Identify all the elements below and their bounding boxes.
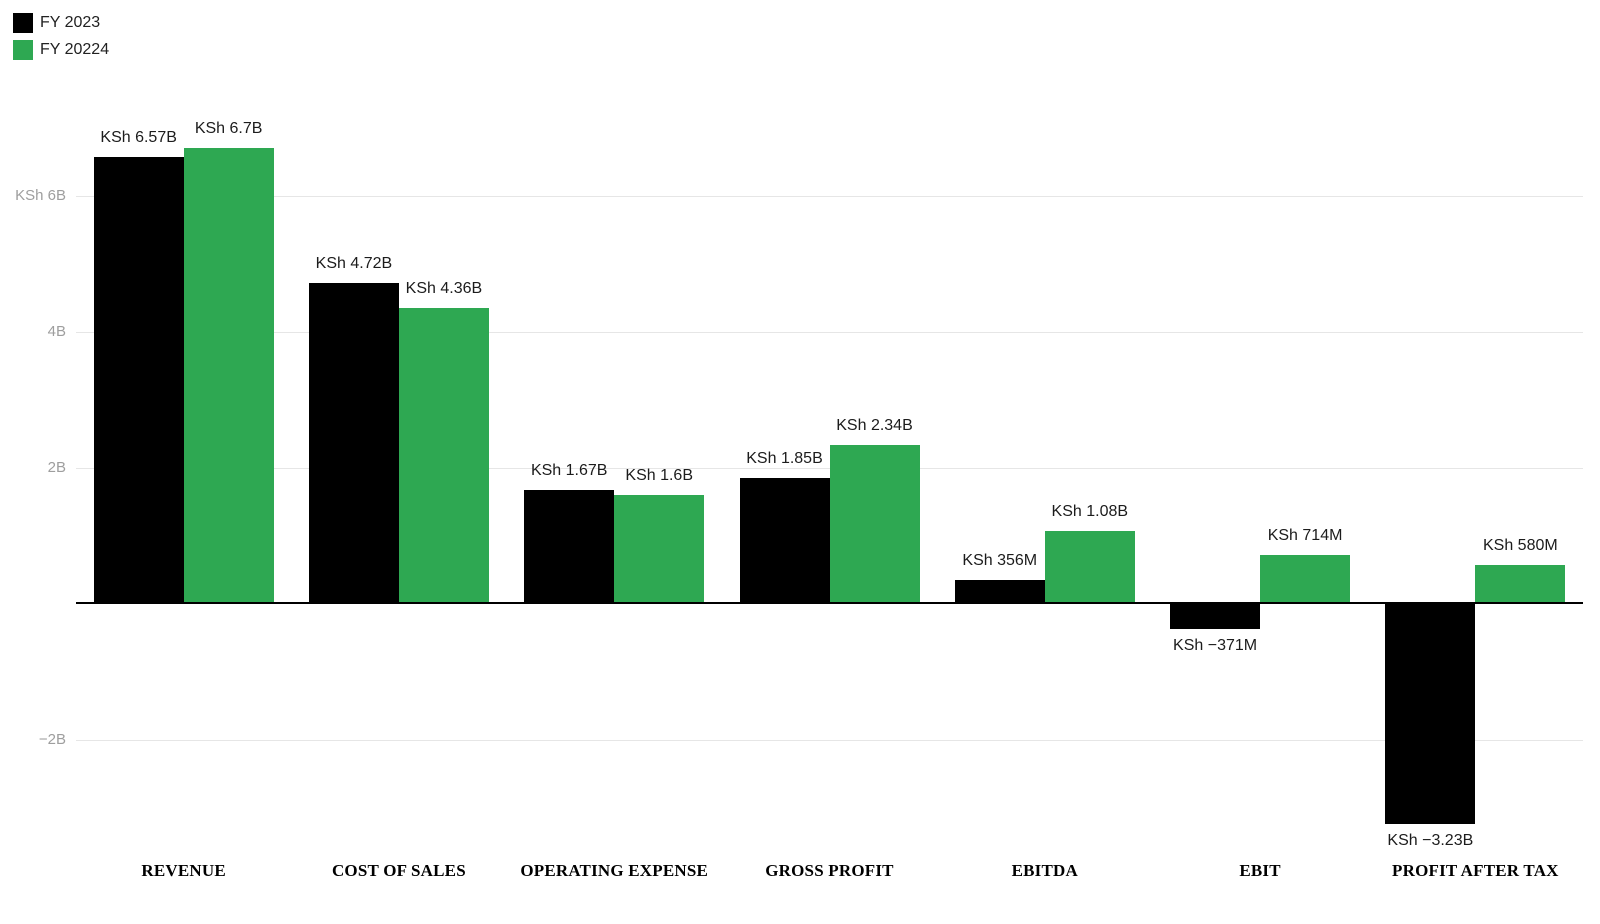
y-tick-label: KSh 6B (15, 187, 66, 204)
y-tick-label: 2B (47, 459, 66, 476)
category-label-gross-profit: GROSS PROFIT (765, 861, 894, 880)
category-label-revenue: REVENUE (141, 861, 226, 880)
category-label-cost-of-sales: COST OF SALES (331, 861, 466, 880)
value-label-operating-expense-fy-2023: KSh 1.67B (530, 462, 608, 480)
value-label-ebit-fy-20224: KSh 714M (1267, 527, 1343, 545)
legend-label: FY 20224 (40, 41, 110, 58)
bar-ebit-fy-20224 (1260, 555, 1351, 604)
value-label-cost-of-sales-fy-2023: KSh 4.72B (315, 255, 393, 273)
value-label-ebitda-fy-20224: KSh 1.08B (1051, 502, 1129, 520)
bar-profit-after-tax-fy-20224 (1475, 564, 1566, 604)
y-tick-label: 4B (47, 323, 66, 340)
legend-label: FY 2023 (40, 14, 101, 31)
bar-gross-profit-fy-20224 (829, 444, 920, 604)
gridline-2b (76, 739, 1583, 741)
value-label-profit-after-tax-fy-20224: KSh 580M (1482, 536, 1558, 554)
legend-swatch-icon (13, 40, 33, 60)
legend-swatch-icon (13, 13, 33, 33)
category-label-ebit: EBIT (1239, 861, 1281, 880)
bar-cost-of-sales-fy-20224 (398, 307, 489, 604)
value-label-gross-profit-fy-2023: KSh 1.85B (746, 450, 823, 468)
value-label-cost-of-sales-fy-20224: KSh 4.36B (405, 279, 483, 297)
bar-operating-expense-fy-2023 (524, 490, 615, 604)
bar-ebit-fy-2023 (1170, 604, 1261, 630)
legend-item-fy-2023: FY 2023 (13, 13, 109, 33)
bar-gross-profit-fy-2023 (739, 478, 830, 604)
y-tick-label: −2B (38, 731, 66, 748)
bar-revenue-fy-2023 (93, 157, 184, 604)
value-label-revenue-fy-20224: KSh 6.7B (194, 120, 263, 138)
category-label-operating-expense: OPERATING EXPENSE (520, 861, 709, 880)
bar-operating-expense-fy-20224 (614, 495, 705, 604)
gridline-4b (76, 331, 1583, 333)
category-label-profit-after-tax: PROFIT AFTER TAX (1392, 861, 1559, 880)
bar-ebitda-fy-2023 (954, 579, 1045, 604)
value-label-gross-profit-fy-20224: KSh 2.34B (836, 416, 913, 434)
legend-item-fy-20224: FY 20224 (13, 40, 109, 60)
bar-revenue-fy-20224 (183, 148, 274, 604)
bar-ebitda-fy-20224 (1044, 530, 1135, 604)
bar-cost-of-sales-fy-2023 (308, 283, 399, 604)
gridline-ksh-6b (76, 195, 1583, 197)
legend: FY 2023 FY 20224 (13, 13, 109, 67)
value-label-revenue-fy-2023: KSh 6.57B (100, 129, 177, 147)
category-label-ebitda: EBITDA (1011, 861, 1078, 880)
value-label-ebitda-fy-2023: KSh 356M (962, 551, 1038, 569)
x-axis-line (76, 602, 1583, 604)
value-label-ebit-fy-2023: KSh −371M (1173, 637, 1258, 655)
value-label-operating-expense-fy-20224: KSh 1.6B (625, 467, 693, 485)
value-label-profit-after-tax-fy-2023: KSh −3.23B (1387, 831, 1474, 849)
bar-profit-after-tax-fy-2023 (1385, 604, 1476, 824)
